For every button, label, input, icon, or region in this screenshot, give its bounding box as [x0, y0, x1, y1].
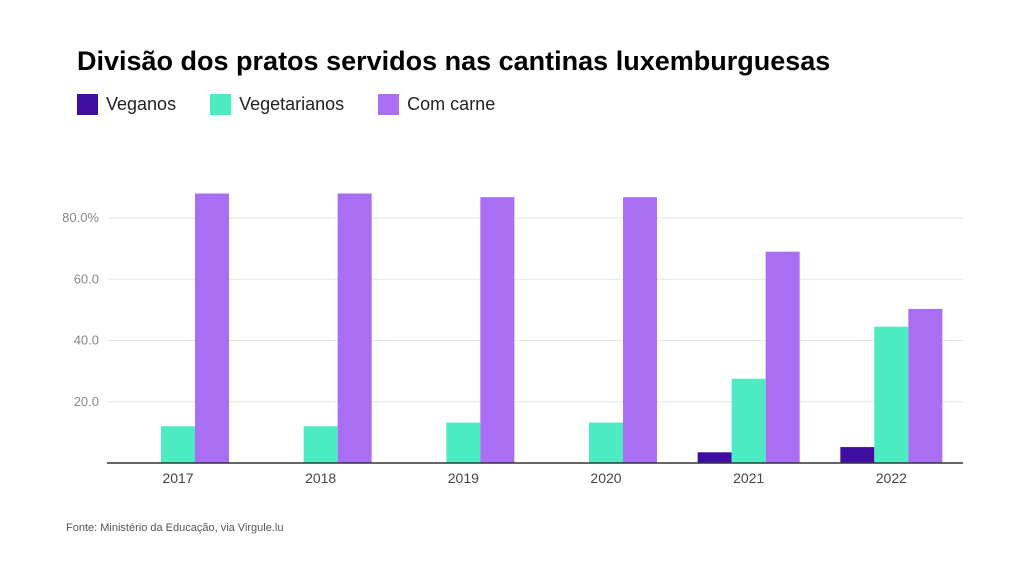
bar-veganos-2021 [697, 452, 732, 463]
bar-vegetarianos-2020 [589, 422, 623, 463]
bar-vegetarianos-2022 [874, 326, 909, 463]
bar-vegetarianos-2018 [303, 426, 338, 463]
bar-vegetarianos-2019 [446, 422, 481, 463]
legend-label-com-carne: Com carne [407, 94, 496, 114]
y-tick-label: 80.0% [62, 210, 99, 225]
legend: Veganos Vegetarianos Com carne [77, 94, 529, 115]
legend-swatch-vegetarianos [210, 94, 232, 115]
y-tick-label: 60.0 [74, 271, 99, 286]
bar-com-carne-2018 [337, 193, 372, 463]
x-tick-label: 2017 [162, 470, 193, 486]
legend-swatch-com-carne [378, 94, 400, 115]
x-tick-label: 2018 [305, 470, 336, 486]
x-tick-label: 2022 [876, 470, 907, 486]
y-tick-label: 20.0 [74, 394, 99, 409]
source-note: Fonte: Ministério da Educação, via Virgu… [66, 522, 284, 534]
bar-com-carne-2020 [623, 197, 657, 464]
legend-item-veganos: Veganos [77, 94, 176, 115]
legend-label-veganos: Veganos [106, 94, 177, 114]
bar-veganos-2022 [840, 447, 875, 463]
x-tick-label: 2020 [590, 470, 621, 486]
legend-swatch-veganos [77, 94, 98, 115]
bar-com-carne-2017 [195, 193, 229, 463]
legend-item-vegetarianos: Vegetarianos [210, 94, 344, 115]
x-tick-label: 2019 [448, 470, 479, 486]
chart-title: Divisão dos pratos servidos nas cantinas… [77, 46, 831, 76]
legend-label-vegetarianos: Vegetarianos [239, 94, 345, 114]
legend-item-com-carne: Com carne [378, 94, 495, 115]
x-tick-label: 2021 [733, 470, 764, 486]
bar-vegetarianos-2017 [161, 426, 195, 463]
bar-com-carne-2019 [480, 197, 515, 464]
bar-com-carne-2021 [765, 251, 800, 463]
y-tick-label: 40.0 [74, 333, 99, 348]
bar-com-carne-2022 [908, 308, 943, 463]
bar-vegetarianos-2021 [731, 378, 766, 463]
